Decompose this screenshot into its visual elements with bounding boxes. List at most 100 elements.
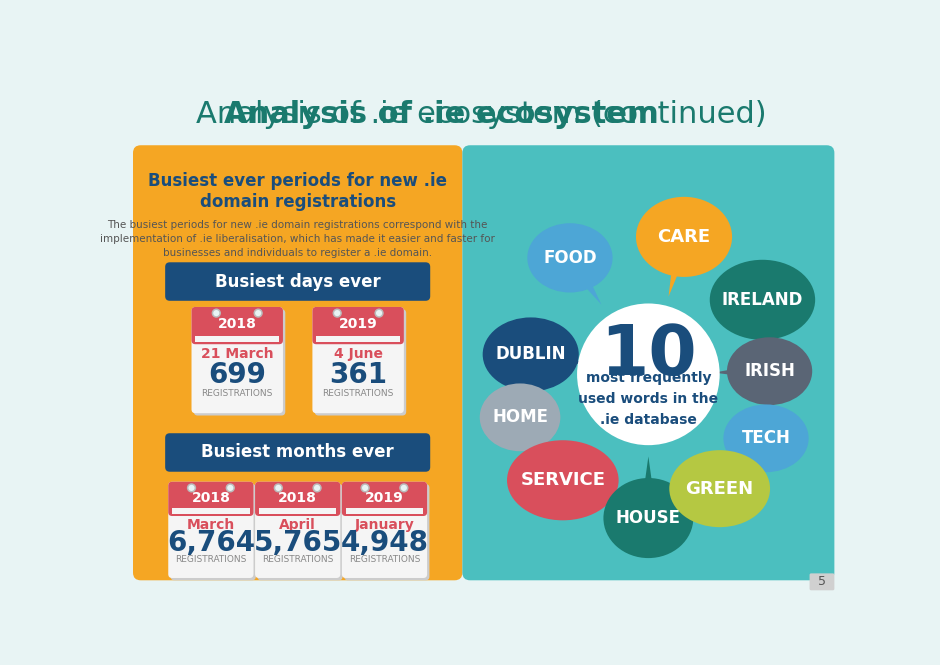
Polygon shape (713, 362, 770, 380)
Polygon shape (640, 456, 657, 518)
Text: REGISTRATIONS: REGISTRATIONS (349, 555, 420, 565)
Ellipse shape (479, 384, 560, 452)
Text: January: January (354, 517, 415, 531)
Circle shape (187, 483, 196, 493)
Circle shape (312, 483, 321, 493)
Ellipse shape (603, 478, 694, 558)
Ellipse shape (507, 440, 619, 520)
Text: REGISTRATIONS: REGISTRATIONS (322, 389, 394, 398)
Text: 6,764: 6,764 (166, 529, 255, 557)
FancyBboxPatch shape (168, 481, 254, 516)
Circle shape (314, 485, 321, 491)
Polygon shape (668, 235, 692, 297)
Text: IRISH: IRISH (744, 362, 795, 380)
Text: REGISTRATIONS: REGISTRATIONS (201, 389, 273, 398)
Text: 4 June: 4 June (334, 347, 383, 361)
FancyBboxPatch shape (170, 484, 256, 581)
Bar (316, 336, 400, 342)
Circle shape (400, 485, 407, 491)
Text: DUBLIN: DUBLIN (495, 345, 566, 363)
Ellipse shape (727, 337, 812, 405)
Circle shape (362, 485, 368, 491)
Ellipse shape (636, 197, 732, 277)
Circle shape (255, 310, 261, 316)
Circle shape (360, 483, 369, 493)
FancyBboxPatch shape (258, 484, 343, 581)
Text: 699: 699 (209, 361, 266, 389)
Text: Busiest ever periods for new .ie
domain registrations: Busiest ever periods for new .ie domain … (149, 172, 447, 211)
Circle shape (226, 483, 235, 493)
Bar (172, 507, 250, 513)
FancyBboxPatch shape (344, 484, 430, 581)
Text: 2019: 2019 (338, 317, 378, 331)
FancyBboxPatch shape (194, 309, 285, 416)
Circle shape (334, 310, 340, 316)
FancyBboxPatch shape (192, 307, 283, 344)
Text: 2018: 2018 (192, 491, 230, 505)
FancyBboxPatch shape (133, 145, 462, 581)
Circle shape (333, 309, 342, 318)
Text: April: April (279, 517, 316, 531)
Circle shape (275, 485, 281, 491)
Circle shape (212, 309, 221, 318)
FancyBboxPatch shape (312, 307, 404, 344)
Text: The busiest periods for new .ie domain registrations correspond with the
impleme: The busiest periods for new .ie domain r… (101, 220, 495, 258)
Text: REGISTRATIONS: REGISTRATIONS (262, 555, 334, 565)
Ellipse shape (482, 317, 579, 391)
FancyBboxPatch shape (462, 145, 835, 581)
FancyBboxPatch shape (342, 481, 427, 578)
Text: IRELAND: IRELAND (722, 291, 803, 309)
Circle shape (400, 483, 409, 493)
Ellipse shape (527, 223, 613, 293)
FancyBboxPatch shape (809, 573, 835, 591)
FancyBboxPatch shape (165, 433, 431, 471)
Circle shape (188, 485, 195, 491)
Text: HOME: HOME (492, 408, 548, 426)
Circle shape (274, 483, 283, 493)
Text: March: March (187, 517, 235, 531)
Text: most frequently
used words in the
.ie database: most frequently used words in the .ie da… (578, 371, 718, 426)
Text: 5,765: 5,765 (254, 529, 342, 557)
Circle shape (374, 309, 384, 318)
Text: Analysis of .ie ecosystem (continued): Analysis of .ie ecosystem (continued) (196, 100, 767, 129)
Text: 21 March: 21 March (201, 347, 274, 361)
FancyBboxPatch shape (255, 481, 340, 578)
Polygon shape (529, 346, 588, 364)
Polygon shape (563, 253, 602, 305)
Ellipse shape (710, 260, 815, 340)
FancyBboxPatch shape (342, 481, 427, 516)
Bar (196, 336, 279, 342)
Bar (346, 507, 423, 513)
Text: 10: 10 (600, 322, 697, 388)
Text: GREEN: GREEN (685, 479, 754, 497)
Text: 5: 5 (818, 575, 826, 589)
Circle shape (227, 485, 233, 491)
Ellipse shape (724, 404, 808, 472)
FancyBboxPatch shape (165, 262, 431, 301)
Text: Analysis of .ie ecosystem: Analysis of .ie ecosystem (224, 100, 659, 129)
FancyBboxPatch shape (312, 307, 404, 413)
Text: 2018: 2018 (218, 317, 257, 331)
Circle shape (254, 309, 263, 318)
Text: Busiest days ever: Busiest days ever (215, 273, 381, 291)
Text: 4,948: 4,948 (340, 529, 429, 557)
FancyBboxPatch shape (255, 481, 340, 516)
Bar (258, 507, 337, 513)
Text: 361: 361 (329, 361, 387, 389)
FancyBboxPatch shape (192, 307, 283, 413)
FancyBboxPatch shape (168, 481, 254, 578)
Circle shape (376, 310, 383, 316)
Text: CARE: CARE (657, 228, 711, 246)
Text: HOUSE: HOUSE (616, 509, 681, 527)
Ellipse shape (669, 450, 770, 527)
Text: FOOD: FOOD (543, 249, 597, 267)
Text: SERVICE: SERVICE (521, 471, 605, 489)
Text: 2018: 2018 (278, 491, 317, 505)
Circle shape (577, 303, 720, 445)
FancyBboxPatch shape (315, 309, 406, 416)
Text: 2019: 2019 (365, 491, 404, 505)
Text: Busiest months ever: Busiest months ever (201, 444, 394, 462)
Circle shape (213, 310, 219, 316)
Text: REGISTRATIONS: REGISTRATIONS (175, 555, 246, 565)
Text: TECH: TECH (742, 430, 791, 448)
